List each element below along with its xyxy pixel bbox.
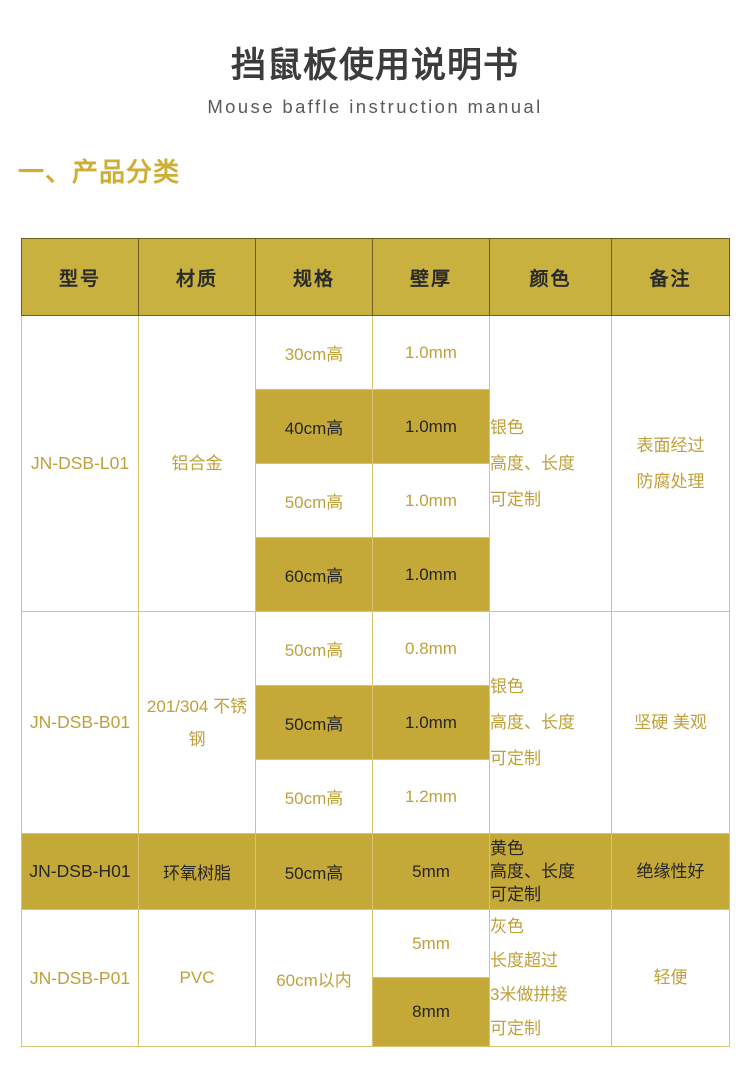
cell-thickness: 1.0mm (372, 315, 490, 390)
table-row: 50cm高 1.2mm (22, 759, 730, 834)
cell-spec: 60cm高 (255, 537, 373, 612)
cell-thickness: 8mm (372, 977, 490, 1047)
cell-color-l01: 银色 高度、长度 可定制 (489, 315, 612, 612)
cell-thickness: 1.2mm (372, 759, 490, 834)
cell-material-p01: PVC (138, 909, 256, 1047)
cell-material-h01: 环氧树脂 (138, 833, 256, 910)
cell-spec: 30cm高 (255, 315, 373, 390)
cell-spec: 50cm高 (255, 611, 373, 686)
col-header-model: 型号 (21, 238, 139, 316)
table-row: 60cm高 1.0mm (22, 537, 730, 612)
cell-remark-l01: 表面经过 防腐处理 (611, 315, 730, 612)
col-header-thickness: 壁厚 (372, 238, 490, 316)
cell-material-l01: 铝合金 (138, 315, 256, 612)
col-header-color: 颜色 (489, 238, 612, 316)
cell-thickness: 1.0mm (372, 685, 490, 760)
cell-thickness: 1.0mm (372, 463, 490, 538)
cell-spec: 50cm高 (255, 463, 373, 538)
cell-model-p01: JN-DSB-P01 (21, 909, 139, 1047)
table-row: 50cm高 1.0mm (22, 685, 730, 760)
page-header: 挡鼠板使用说明书 Mouse baffle instruction manual (0, 0, 750, 119)
cell-material-b01: 201/304 不锈钢 (138, 611, 256, 834)
cell-thickness: 1.0mm (372, 389, 490, 464)
cell-spec: 50cm高 (255, 833, 373, 910)
section-heading-product-classification: 一、产品分类 (18, 157, 181, 187)
cell-model-h01: JN-DSB-H01 (21, 833, 139, 910)
cell-model-l01: JN-DSB-L01 (21, 315, 139, 612)
table-row: JN-DSB-B01 201/304 不锈钢 50cm高 0.8mm 银色 高度… (21, 611, 730, 834)
cell-spec: 50cm高 (255, 685, 373, 760)
cell-remark-p01: 轻便 (611, 909, 730, 1047)
cell-remark-b01: 坚硬 美观 (611, 611, 730, 834)
product-spec-table: 型号 材质 规格 壁厚 颜色 备注 JN-DSB-L01 铝合金 30cm高 1… (21, 238, 730, 1047)
table-row: 8mm (22, 977, 730, 1047)
cell-thickness: 1.0mm (372, 537, 490, 612)
cell-remark-h01: 绝缘性好 (611, 833, 730, 910)
col-header-spec: 规格 (255, 238, 373, 316)
cell-model-b01: JN-DSB-B01 (21, 611, 139, 834)
cell-color-h01: 黄色 高度、长度 可定制 (489, 833, 612, 910)
cell-thickness: 5mm (372, 909, 490, 978)
page-title-cn: 挡鼠板使用说明书 (230, 46, 519, 85)
table-header-row: 型号 材质 规格 壁厚 颜色 备注 (21, 238, 730, 316)
cell-spec: 40cm高 (255, 389, 373, 464)
cell-color-b01: 银色 高度、长度 可定制 (489, 611, 612, 834)
table-row: 50cm高 1.0mm (22, 463, 730, 538)
col-header-remark: 备注 (611, 238, 730, 316)
page-title-en: Mouse baffle instruction manual (207, 96, 543, 117)
table-row: JN-DSB-L01 铝合金 30cm高 1.0mm 银色 高度、长度 可定制 … (21, 315, 730, 612)
cell-thickness: 5mm (372, 833, 490, 910)
cell-thickness: 0.8mm (372, 611, 490, 686)
cell-spec: 60cm以内 (255, 909, 373, 1047)
table-row: 40cm高 1.0mm (22, 389, 730, 464)
cell-spec: 50cm高 (255, 759, 373, 834)
cell-color-p01: 灰色 长度超过 3米做拼接 可定制 (489, 909, 612, 1047)
col-header-material: 材质 (138, 238, 256, 316)
table-row: JN-DSB-P01 PVC 60cm以内 5mm 灰色 长度超过 3米做拼接 … (21, 909, 730, 1047)
table-row: JN-DSB-H01 环氧树脂 50cm高 5mm 黄色 高度、长度 可定制 绝… (21, 833, 730, 910)
